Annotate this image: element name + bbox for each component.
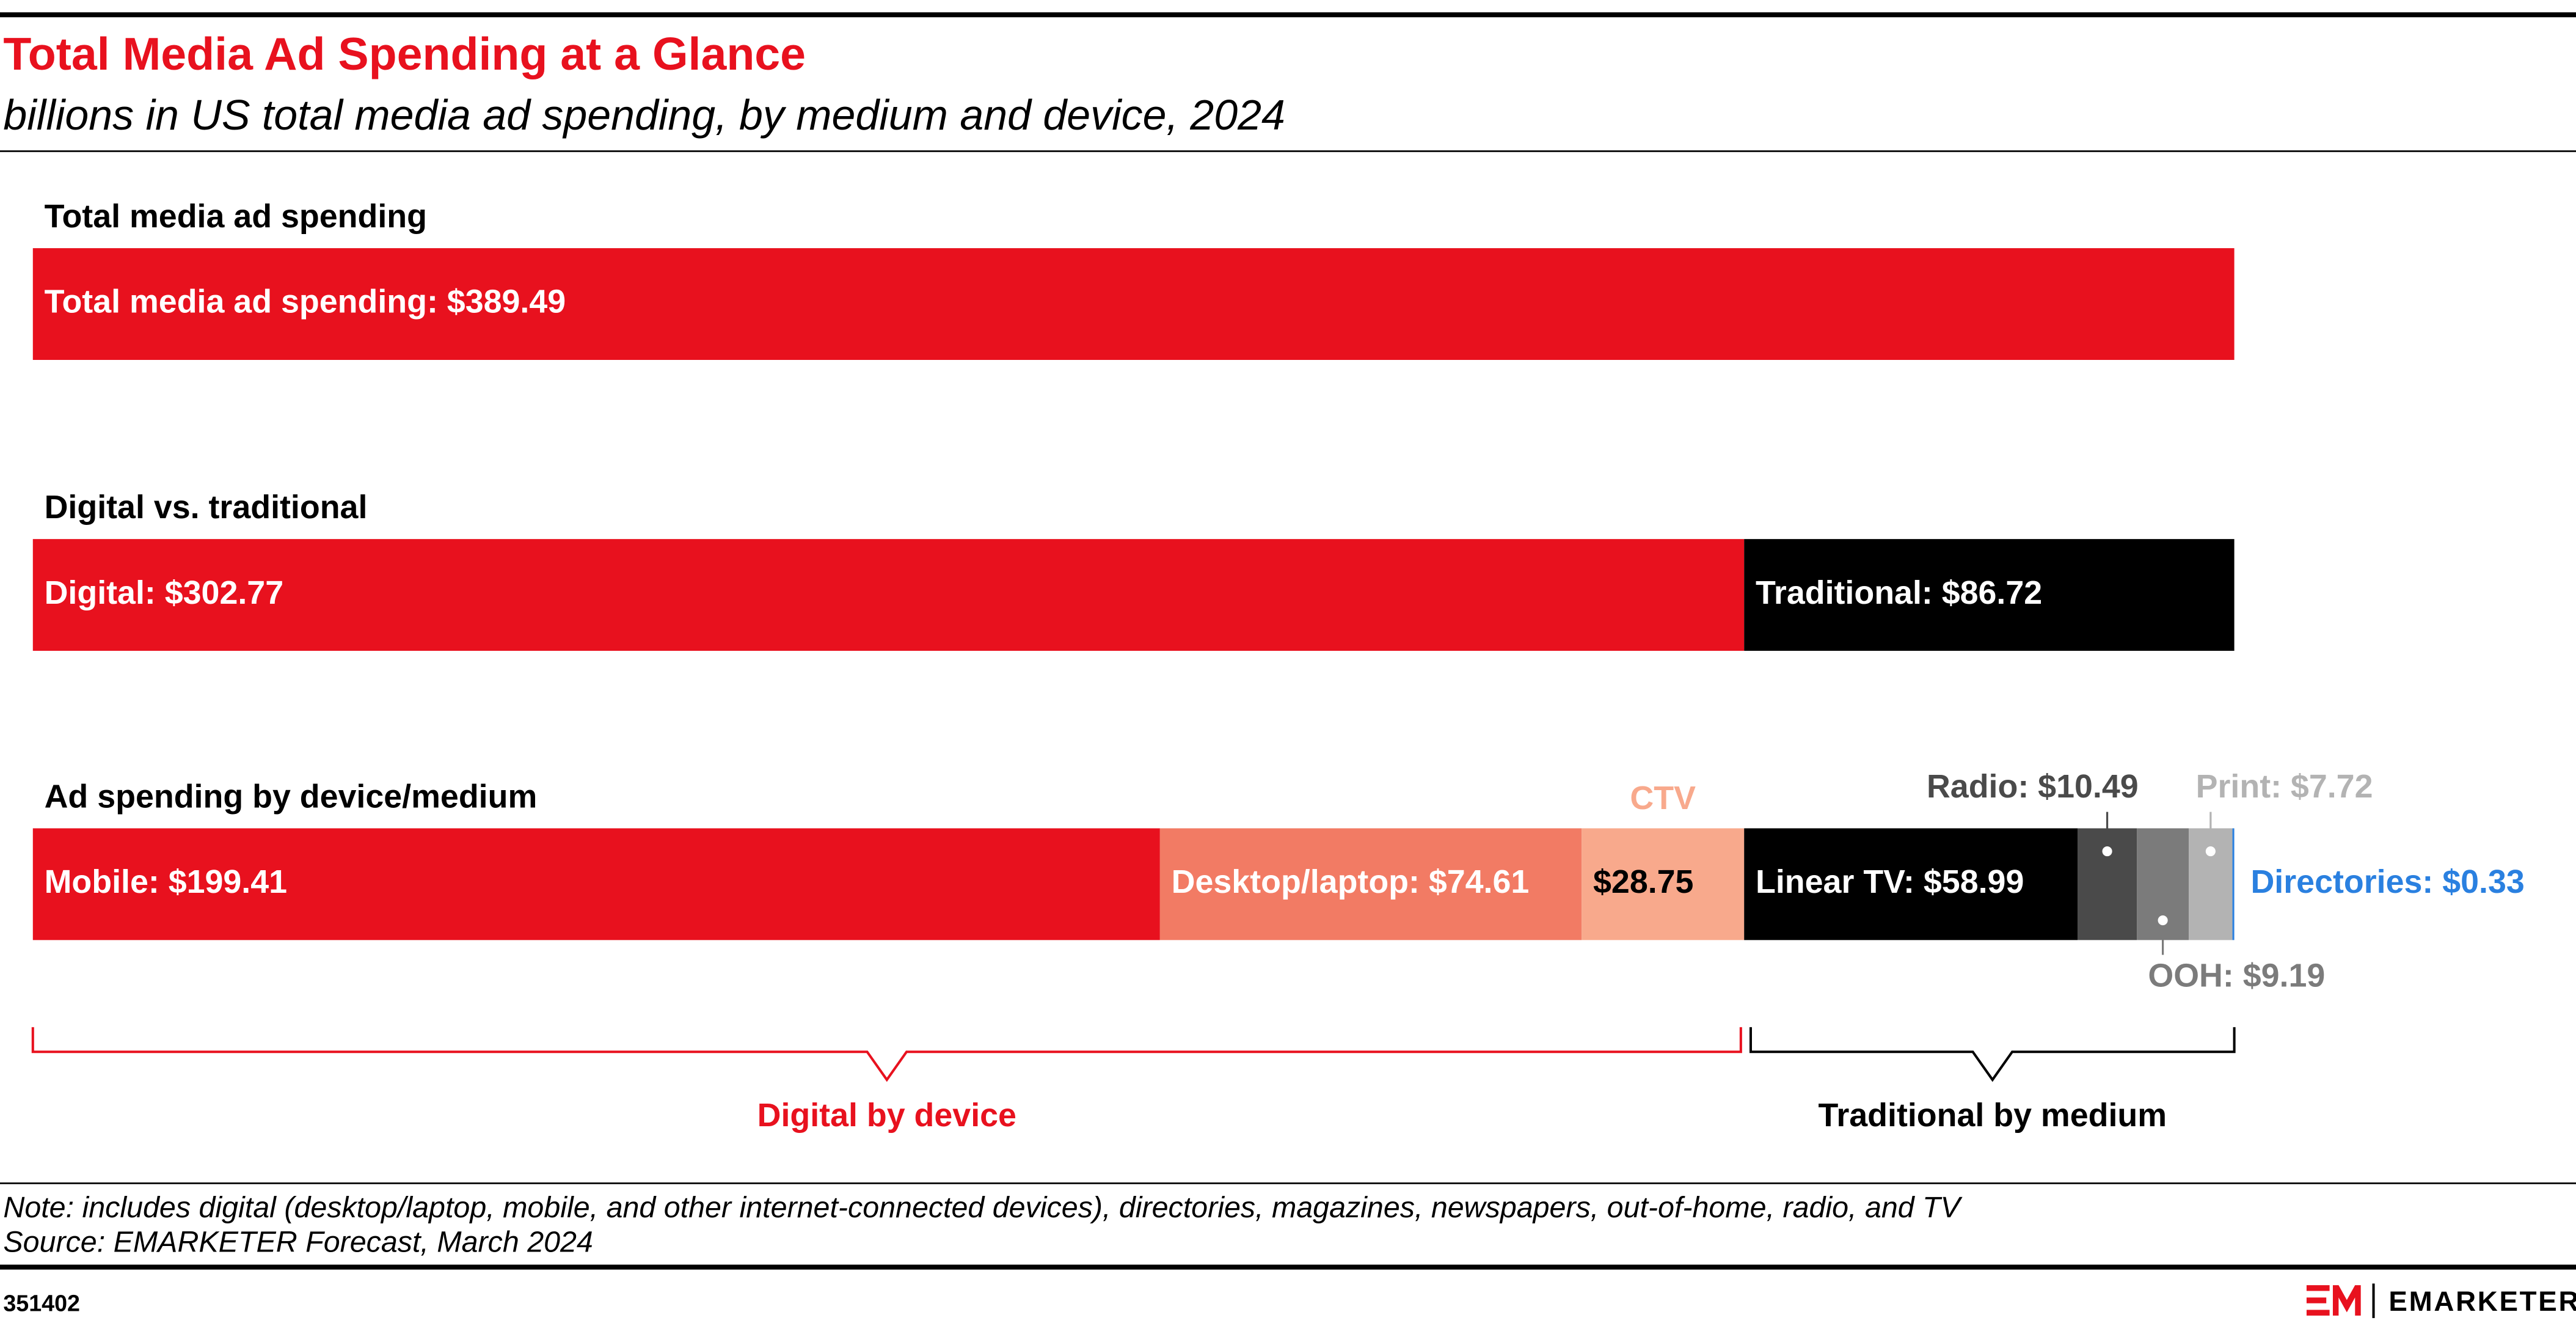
value-label: Desktop/laptop: $74.61 [1172,863,1530,900]
bar-segment [1159,828,1582,940]
value-label: Linear TV: $58.99 [1756,863,2024,900]
bar-segment [32,539,1745,651]
value-label: Digital: $302.77 [45,574,283,611]
bar-segment [1582,828,1745,940]
value-label: Print: $7.72 [2196,768,2373,805]
logo-mark [2306,1285,2361,1316]
rule [0,1182,2576,1184]
leader-dot [2205,846,2216,857]
rule [0,150,2576,152]
bottom-rule [0,1264,2576,1270]
bar-segment [2232,828,2235,940]
note: Note: includes digital (desktop/laptop, … [3,1191,1963,1224]
chart-title: Total Media Ad Spending at a Glance [3,28,806,79]
row-title: Total media ad spending [45,198,427,235]
brand: EMARKETER [2388,1286,2576,1317]
bar-segment [32,248,2235,360]
value-label: OOH: $9.19 [2148,957,2325,994]
value-label: Mobile: $199.41 [45,863,287,900]
bracket-label: Traditional by medium [1818,1097,2167,1134]
top-rule [0,12,2576,18]
logo-divider [2372,1283,2375,1318]
row-title: Ad spending by device/medium [45,778,538,815]
value-label: Directories: $0.33 [2250,863,2524,900]
leader-dot [2102,846,2112,857]
bar-segment [1744,539,2235,651]
bar-segment [1744,828,2078,940]
bracket [31,1027,1742,1082]
row-title: Digital vs. traditional [45,489,368,526]
leader-dot [2158,915,2168,926]
chart-id: 351402 [3,1290,80,1316]
category-label: CTV [1630,780,1696,816]
source: Source: EMARKETER Forecast, March 2024 [3,1226,593,1259]
value-label: Total media ad spending: $389.49 [45,284,566,320]
value-label: $28.75 [1593,863,1693,900]
value-label: Radio: $10.49 [1927,768,2139,805]
bracket [1749,1027,2236,1082]
bracket-label: Digital by device [757,1097,1016,1134]
bar-segment [32,828,1160,940]
chart-subtitle: billions in US total media ad spending, … [3,91,1285,139]
value-label: Traditional: $86.72 [1756,574,2042,611]
